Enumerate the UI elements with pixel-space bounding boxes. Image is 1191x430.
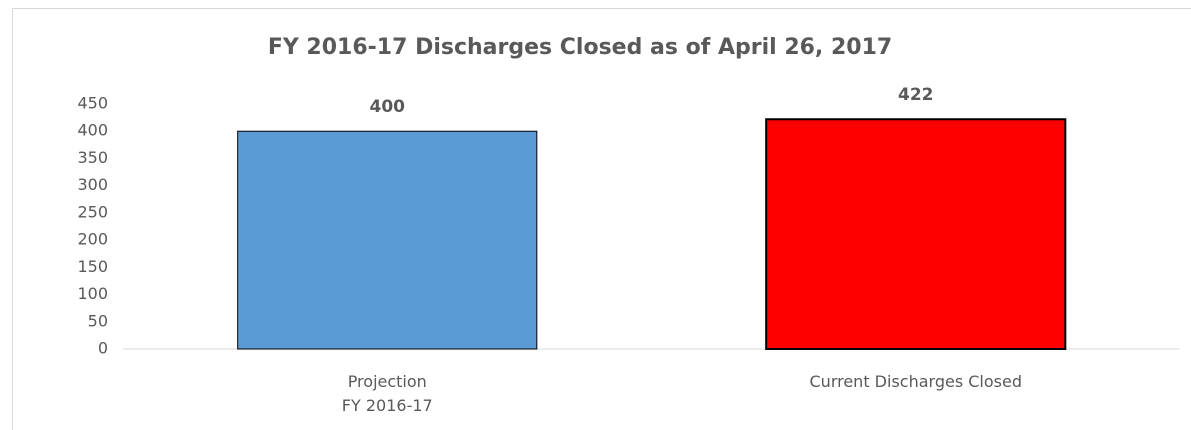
y-tick-label: 0 xyxy=(98,339,108,358)
bar xyxy=(765,118,1067,350)
data-label: 400 xyxy=(370,97,406,117)
bar xyxy=(237,130,538,350)
chart-title: FY 2016-17 Discharges Closed as of April… xyxy=(268,35,892,60)
y-tick-label: 250 xyxy=(77,202,108,221)
y-tick-label: 150 xyxy=(77,257,108,276)
data-label: 422 xyxy=(898,85,934,105)
x-tick-label: Projection FY 2016-17 xyxy=(341,372,433,415)
y-tick-label: 400 xyxy=(77,121,108,140)
y-tick-label: 200 xyxy=(77,230,108,249)
x-tick-label: Current Discharges Closed xyxy=(809,372,1022,391)
y-tick-label: 450 xyxy=(77,94,108,113)
y-tick-label: 50 xyxy=(88,311,108,330)
y-tick-label: 350 xyxy=(77,148,108,167)
chart-frame xyxy=(12,8,1191,430)
y-tick-label: 100 xyxy=(77,284,108,303)
y-tick-label: 300 xyxy=(77,175,108,194)
